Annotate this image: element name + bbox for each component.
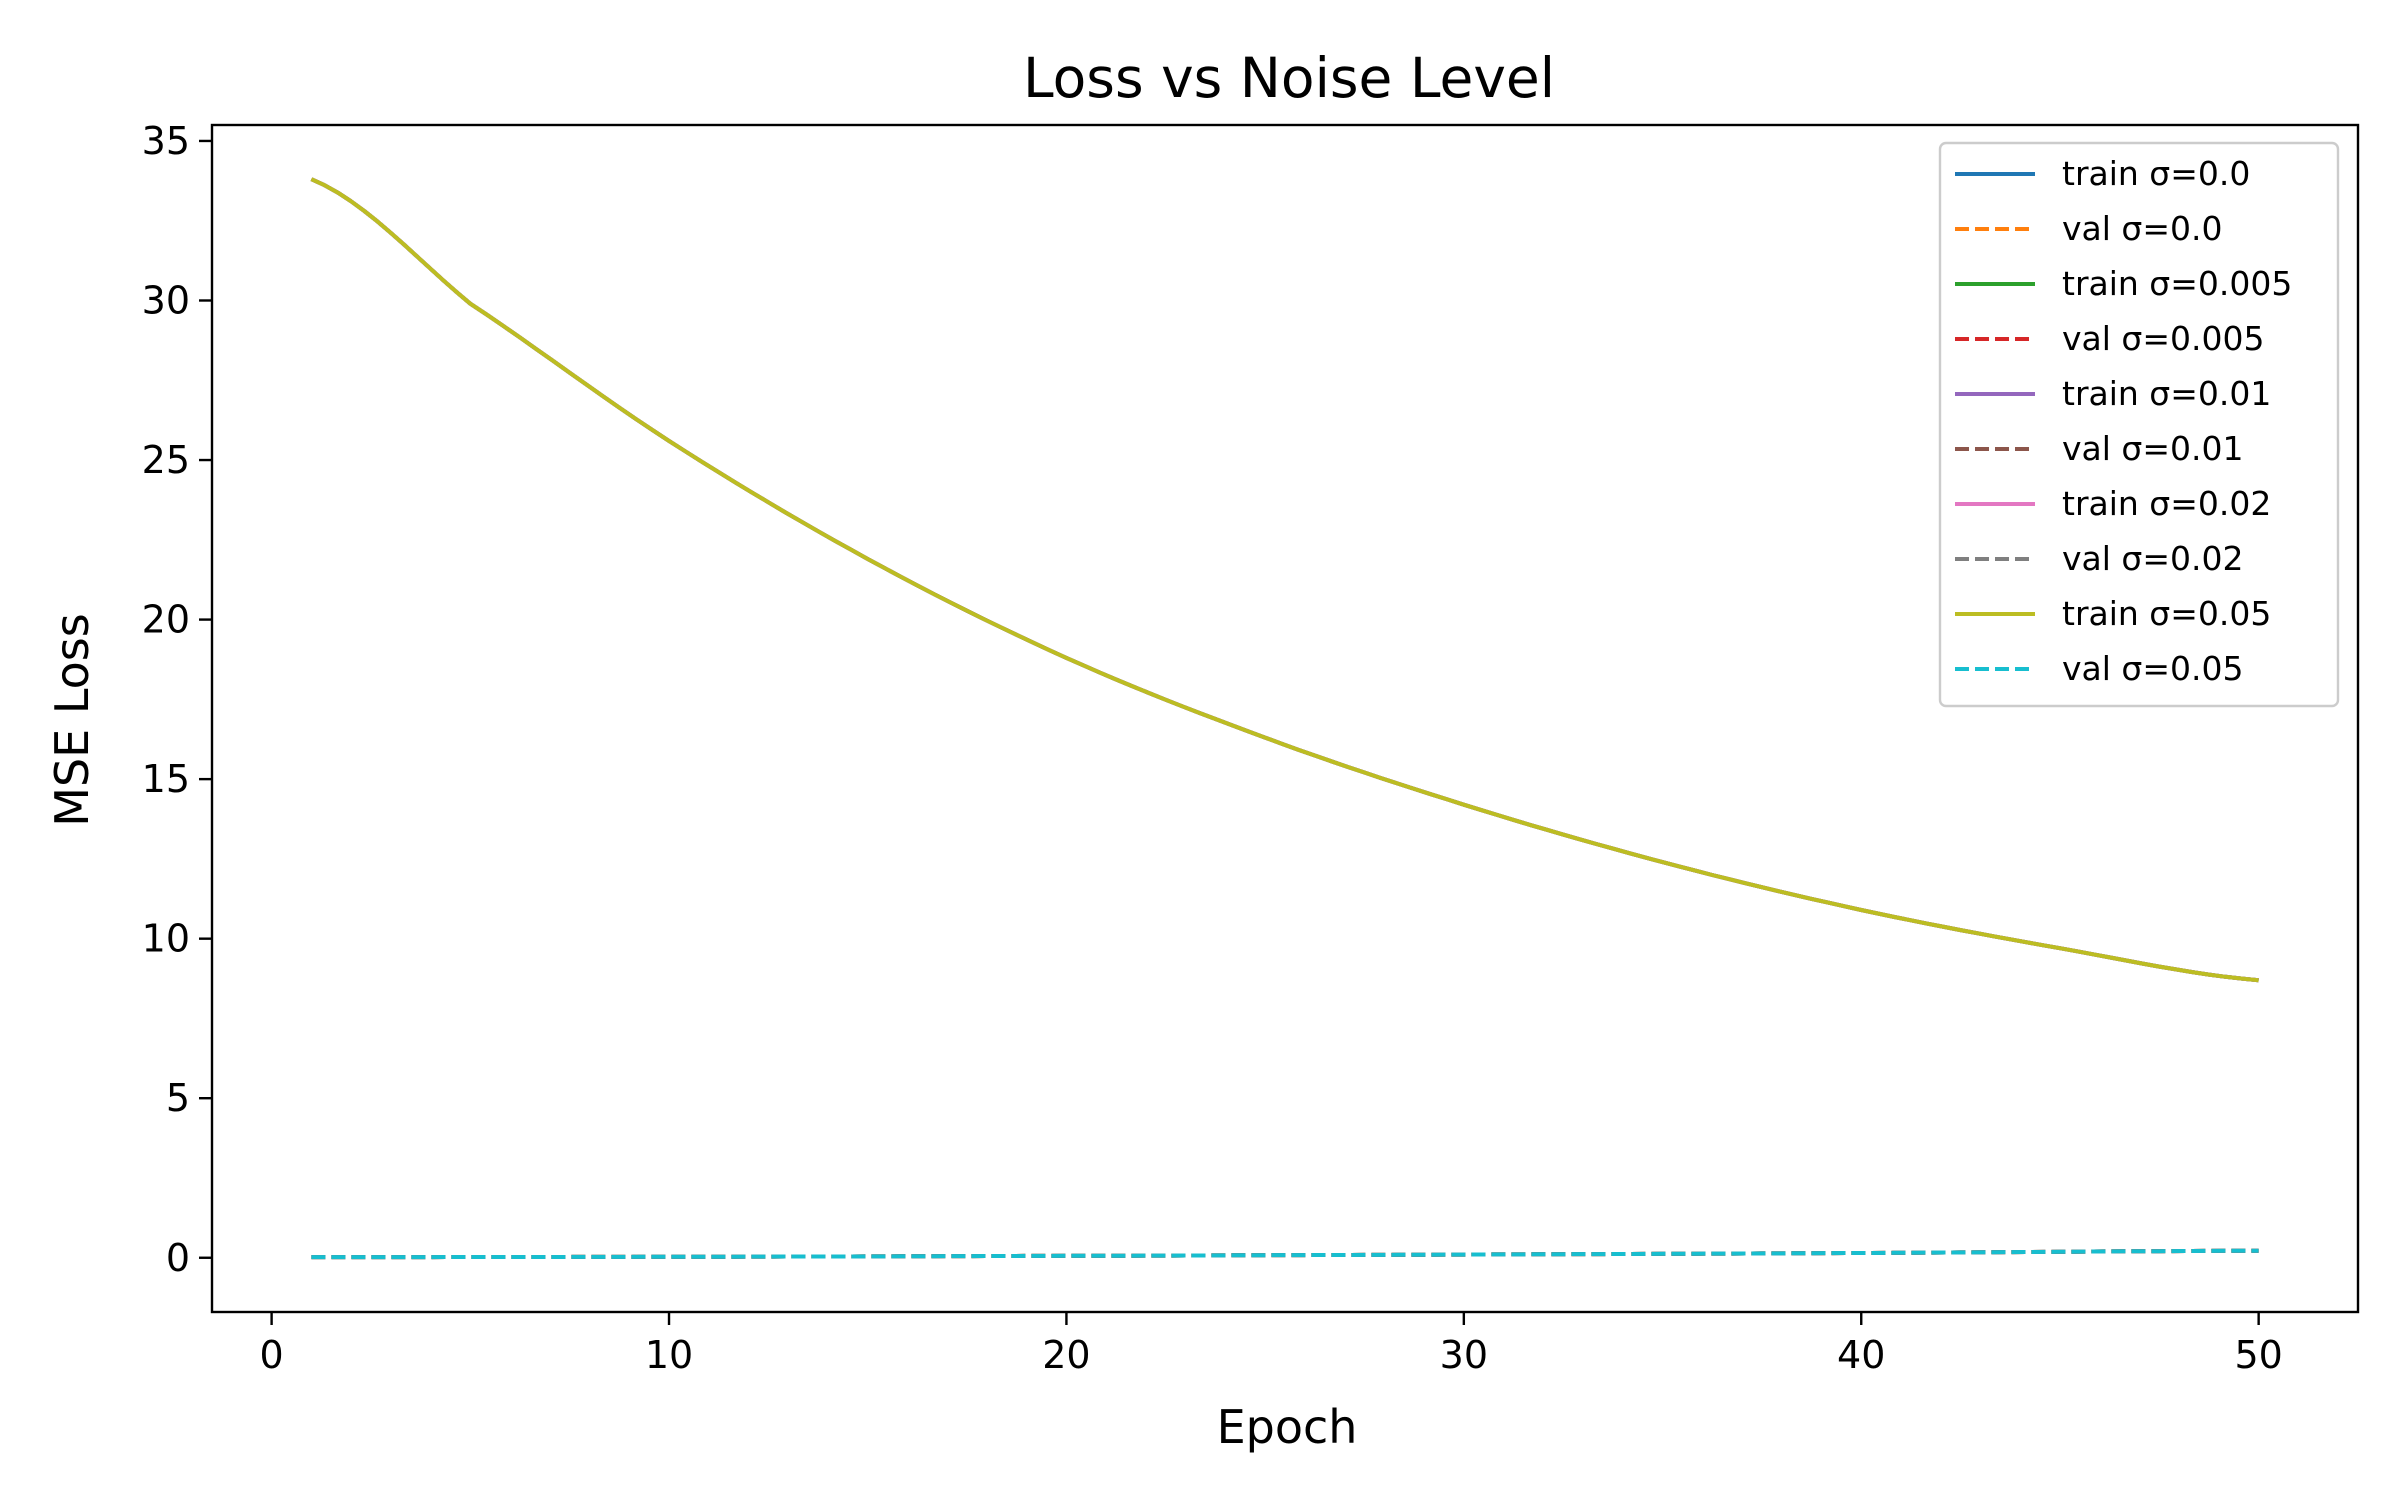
legend-label: train σ=0.05 xyxy=(2062,594,2271,633)
legend-label: train σ=0.01 xyxy=(2062,374,2271,413)
y-tick-label: 20 xyxy=(142,598,190,642)
y-axis-label: MSE Loss xyxy=(45,613,99,826)
legend-label: val σ=0.02 xyxy=(2062,539,2243,578)
plot-area xyxy=(310,177,2259,1260)
x-tick-label: 40 xyxy=(1837,1333,1885,1377)
legend-label: val σ=0.0 xyxy=(2062,209,2222,248)
y-tick-label: 0 xyxy=(166,1236,190,1280)
y-tick-label: 10 xyxy=(142,917,190,961)
x-tick-label: 10 xyxy=(645,1333,693,1377)
y-tick-label: 30 xyxy=(142,278,190,322)
y-tick-label: 35 xyxy=(142,119,190,163)
legend-label: val σ=0.01 xyxy=(2062,429,2243,468)
plot-frame xyxy=(210,123,2360,1314)
legend-label: train σ=0.005 xyxy=(2062,264,2292,303)
series-line-train-8 xyxy=(310,177,2259,983)
x-tick-label: 0 xyxy=(260,1333,284,1377)
x-tick-label: 20 xyxy=(1042,1333,1090,1377)
y-tick-label: 15 xyxy=(142,757,190,801)
y-tick-label: 5 xyxy=(166,1076,190,1120)
y-tick-label: 25 xyxy=(142,438,190,482)
legend-box xyxy=(1938,141,2340,708)
chart-title: Loss vs Noise Level xyxy=(1023,46,1555,110)
legend-label: val σ=0.005 xyxy=(2062,319,2264,358)
legend-label: val σ=0.05 xyxy=(2062,649,2243,688)
axes: 0 10 20 30 40 50 0 5 10 15 20 25 30 35 xyxy=(142,119,2360,1377)
legend-label: train σ=0.0 xyxy=(2062,154,2250,193)
legend: train σ=0.0 val σ=0.0 train σ=0.005 val σ=0… xyxy=(1938,141,2340,708)
legend-label: train σ=0.02 xyxy=(2062,484,2271,523)
x-axis-label: Epoch xyxy=(1217,1400,1358,1454)
series-line-val-9 xyxy=(311,1248,2259,1260)
x-tick-label: 50 xyxy=(2234,1333,2282,1377)
x-tick-label: 30 xyxy=(1440,1333,1488,1377)
